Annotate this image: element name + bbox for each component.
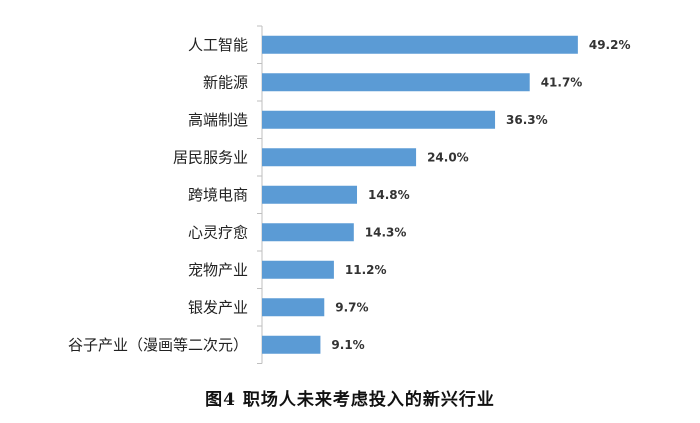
category-label: 宠物产业 [188,261,248,279]
bar [262,223,354,242]
data-label: 11.2% [345,263,387,277]
data-label: 36.3% [506,113,548,127]
category-label: 居民服务业 [173,148,248,166]
category-label: 人工智能 [188,36,248,54]
data-label: 9.1% [331,338,364,352]
category-label: 心灵疗愈 [188,223,248,241]
data-label: 41.7% [541,75,583,89]
category-label: 高端制造 [188,111,248,129]
bar [262,298,325,317]
data-label: 9.7% [335,300,368,314]
data-label: 14.8% [368,188,410,202]
category-label: 谷子产业（漫画等二次元） [68,336,248,354]
bar [262,185,358,204]
category-label: 银发产业 [188,298,248,316]
bar-chart: 人工智能 49.2% 新能源 41.7% 高端制造 36.3% 居民服务业 24.0% 跨境电商… [68,25,631,364]
bar [262,73,530,92]
bar [262,148,417,167]
bar [262,35,578,54]
category-label: 跨境电商 [188,186,248,204]
figure-caption: 图4 职场人未来考虑投入的新兴行业 [205,390,495,410]
data-label: 24.0% [427,150,469,164]
data-label: 14.3% [365,225,407,239]
bar [262,335,321,354]
category-label: 新能源 [203,73,248,91]
bar [262,260,334,279]
data-label: 49.2% [589,38,631,52]
bar [262,110,496,129]
